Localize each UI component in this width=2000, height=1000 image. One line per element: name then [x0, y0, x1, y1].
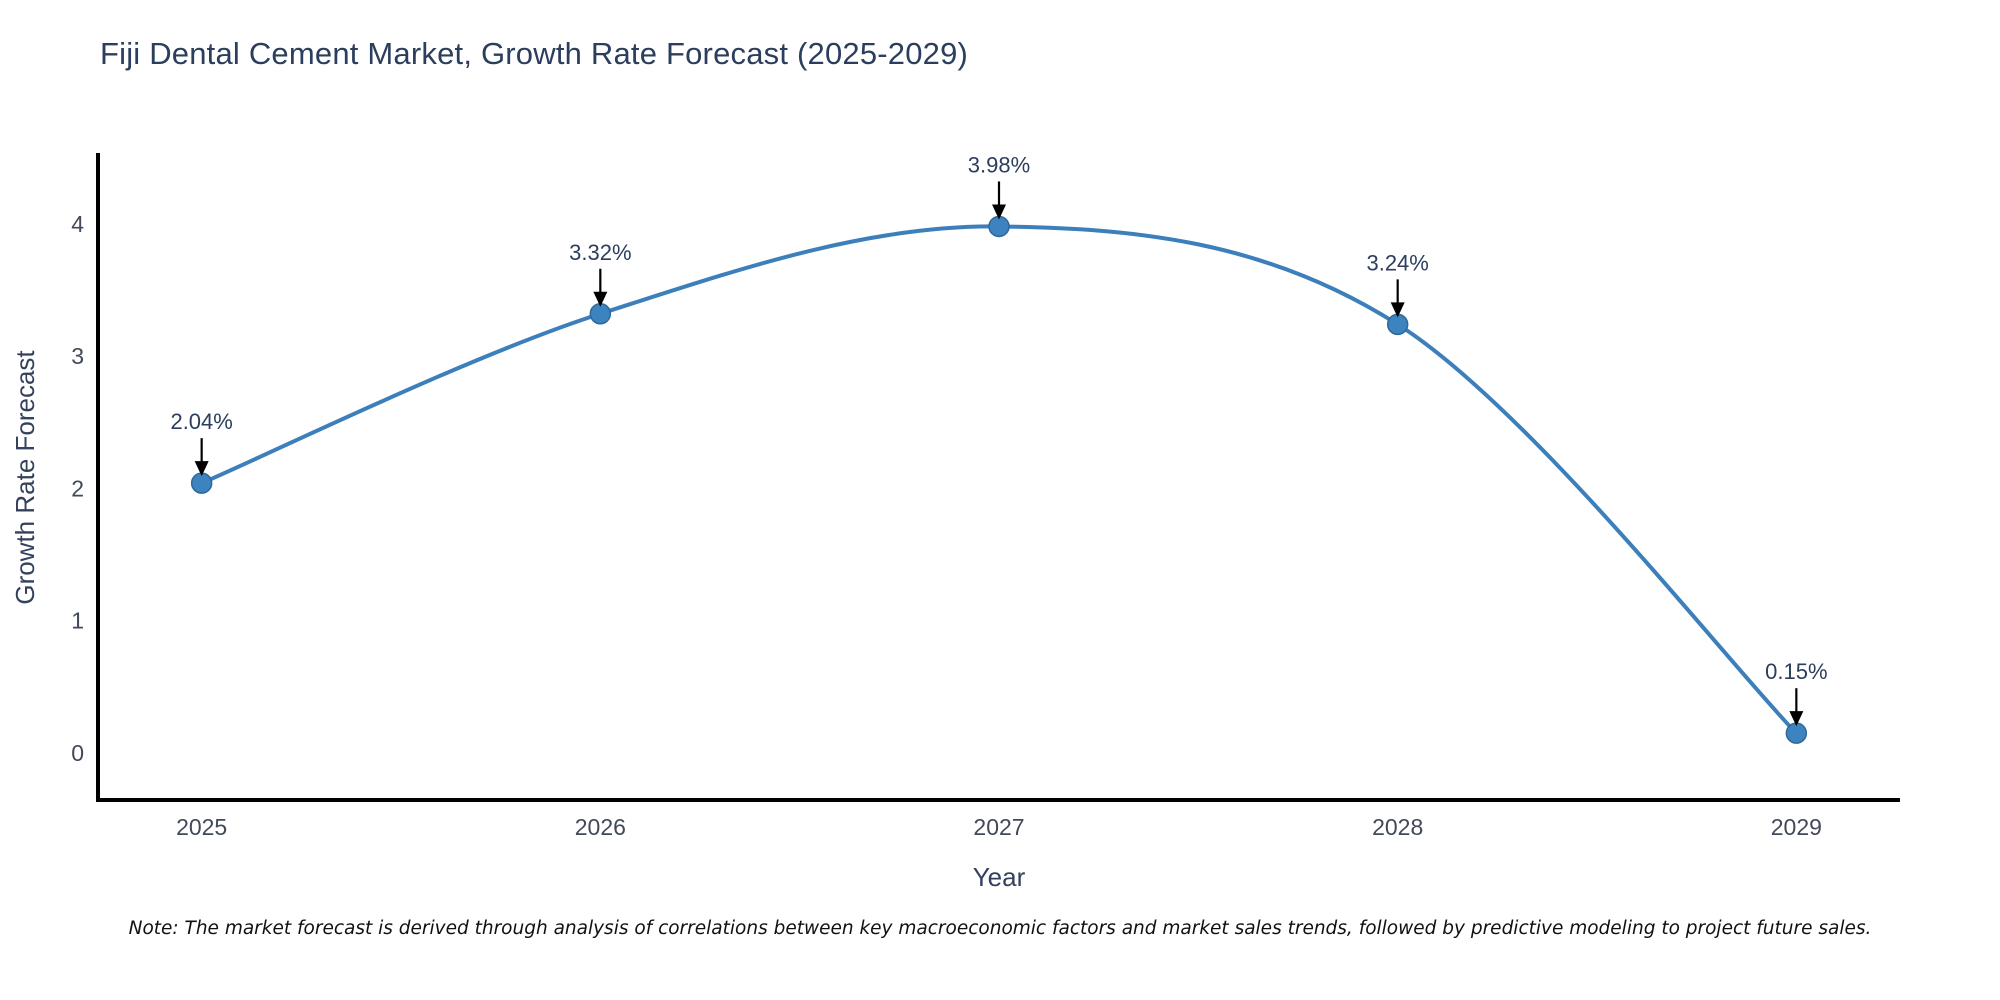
x-tick-label: 2029 [1771, 814, 1822, 840]
annotation-arrow-head [1789, 711, 1804, 727]
annotation-label: 0.15% [1765, 659, 1827, 684]
x-tick-label: 2028 [1372, 814, 1423, 840]
annotation-arrow-head [1390, 302, 1405, 318]
annotation-label: 3.24% [1366, 250, 1428, 275]
chart-footnote: Note: The market forecast is derived thr… [128, 918, 1872, 939]
annotation-label: 3.98% [968, 152, 1030, 177]
y-tick-label: 1 [71, 608, 84, 634]
annotation-arrow-head [593, 291, 608, 307]
annotation-arrow-head [992, 204, 1006, 220]
x-tick-label: 2025 [176, 814, 227, 840]
x-tick-label: 2026 [575, 814, 626, 840]
chart-title: Fiji Dental Cement Market, Growth Rate F… [100, 36, 969, 71]
x-axis-title: Year [973, 862, 1026, 892]
annotation-label: 3.32% [569, 240, 631, 265]
x-tick-label: 2027 [973, 814, 1024, 840]
y-tick-label: 4 [71, 211, 84, 237]
y-axis-title: Growth Rate Forecast [10, 350, 40, 605]
annotation-label: 2.04% [170, 409, 232, 434]
trend-line [199, 224, 1799, 736]
annotation-arrow-head [194, 461, 209, 477]
y-tick-label: 0 [71, 740, 84, 766]
y-tick-label: 3 [71, 343, 84, 369]
axis-lines [96, 153, 1900, 802]
y-tick-label: 2 [71, 475, 84, 501]
